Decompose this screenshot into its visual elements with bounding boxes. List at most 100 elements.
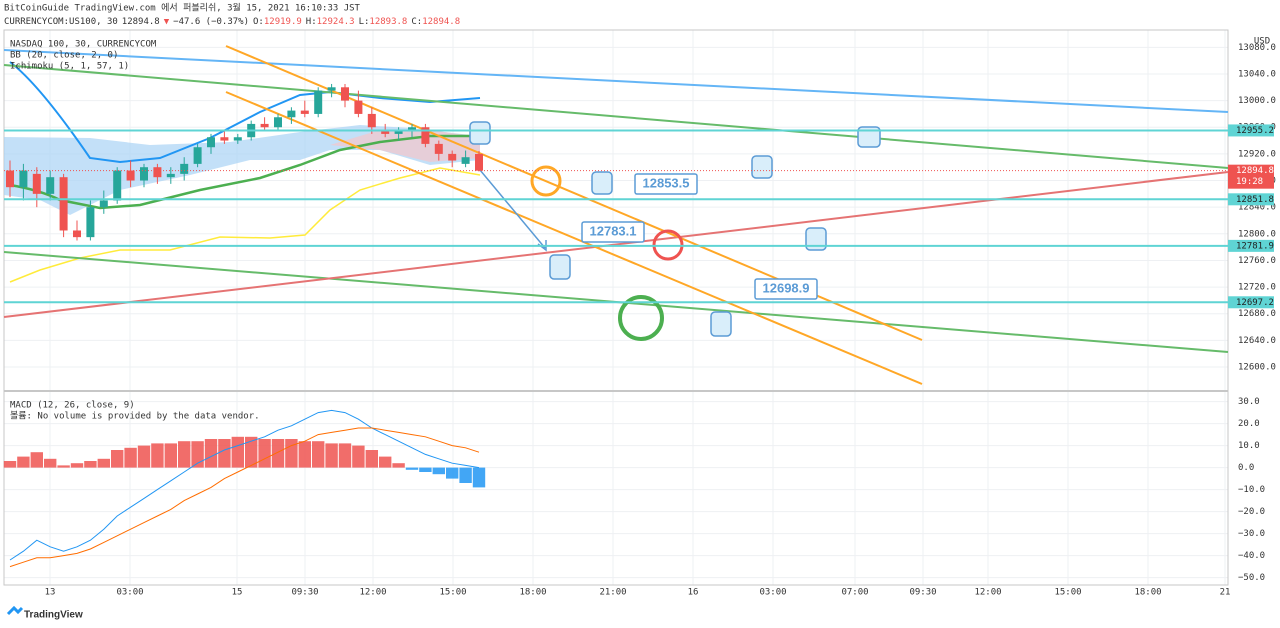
header-part: 12893.8 — [369, 17, 407, 27]
candle-body — [274, 117, 282, 128]
hand-icons — [469, 121, 881, 337]
price-label-box — [1228, 193, 1274, 206]
candle-body — [46, 177, 55, 194]
channel-line — [225, 91, 923, 385]
candle-body — [381, 130, 390, 134]
histogram-bar — [312, 441, 325, 468]
y-tick-label: 12680.0 — [1238, 309, 1276, 319]
y-tick-label: 12640.0 — [1238, 336, 1276, 346]
candle-body — [32, 173, 41, 194]
header-part: CURRENCYCOM:US100, 30 — [4, 17, 118, 27]
price-label: 12697.2 — [1236, 298, 1274, 308]
currency: USD — [1254, 37, 1270, 47]
x-tick-label: 15 — [232, 588, 243, 598]
x-tick-label: 12:00 — [359, 588, 386, 598]
header-part: O: — [253, 17, 264, 27]
price-label-box — [1228, 296, 1274, 309]
candle-body — [6, 170, 14, 188]
histogram-bar — [57, 465, 70, 468]
trendline — [3, 171, 1229, 318]
callout-label: 12698.9 — [763, 280, 810, 295]
histogram-bar — [178, 441, 191, 468]
plot: USD13080.013040.013000.012960.012920.012… — [3, 37, 1276, 598]
candle-body — [367, 113, 376, 128]
price-label-box — [1228, 239, 1274, 252]
y-tick-label: −20.0 — [1238, 507, 1265, 517]
histogram-bar — [70, 463, 84, 468]
callout-box — [634, 173, 698, 195]
histogram-bar — [405, 467, 419, 470]
histogram-bar — [151, 443, 164, 468]
histogram-bar — [191, 441, 204, 468]
candle-body — [341, 87, 349, 101]
header-part: L: — [359, 17, 370, 27]
header-part: 12919.9 — [264, 17, 302, 27]
y-tick-label: 13080.0 — [1238, 43, 1276, 53]
histogram-bar — [111, 450, 124, 468]
legend-label: 볼륨: No volume is provided by the data ve… — [10, 411, 260, 422]
countdown: 19:28 — [1236, 177, 1263, 187]
histogram-bar — [44, 458, 57, 468]
candle-body — [233, 137, 242, 141]
candle-body — [300, 110, 309, 114]
callout-label: 12783.1 — [590, 223, 637, 238]
candle-body — [126, 170, 135, 181]
legend-label: NASDAQ 100, 30, CURRENCYCOM — [10, 40, 157, 50]
candle-body — [461, 157, 470, 164]
candle-body — [99, 200, 108, 208]
histogram-bar — [271, 439, 285, 468]
x-tick-label: 16 — [688, 588, 699, 598]
x-tick-label: 15:00 — [1054, 588, 1081, 598]
x-tick-label: 21 — [1220, 588, 1231, 598]
x-tick-label: 03:00 — [116, 588, 143, 598]
y-tick-label: 10.0 — [1238, 441, 1260, 451]
y-tick-label: 12800.0 — [1238, 229, 1276, 239]
candle-body — [287, 110, 296, 118]
histogram-bar — [285, 439, 298, 468]
candle-body — [327, 87, 336, 91]
header-title: BitCoinGuide TradingView.com 에서 퍼블리쉬, 3월… — [4, 2, 361, 14]
y-tick-label: 12840.0 — [1238, 203, 1276, 213]
histogram-bar — [97, 458, 110, 468]
histogram-bar — [472, 467, 486, 488]
y-tick-label: 13040.0 — [1238, 69, 1276, 79]
trendline — [3, 49, 1229, 113]
header-part: C: — [411, 17, 422, 27]
histogram-bar — [258, 439, 271, 468]
histogram-bar — [338, 443, 352, 468]
histogram-bar — [365, 450, 378, 468]
price-label-box — [1228, 124, 1274, 137]
smiley — [618, 295, 664, 341]
price-label: 12955.2 — [1236, 126, 1274, 136]
y-tick-label: −50.0 — [1238, 573, 1265, 583]
logo — [6, 605, 24, 616]
histogram-bar — [124, 447, 137, 468]
candle-body — [448, 153, 457, 161]
y-tick-label: 0.0 — [1238, 463, 1254, 473]
legend-label: MACD (12, 26, close, 9) — [10, 401, 135, 411]
x-tick-label: 18:00 — [1134, 588, 1161, 598]
x-tick-label: 09:30 — [909, 588, 936, 598]
header-part: −47.6 (−0.37%) — [173, 17, 249, 27]
histogram-bar — [204, 439, 218, 468]
histogram-bar — [137, 445, 151, 468]
candle-body — [153, 167, 162, 178]
candle-body — [434, 143, 443, 154]
histogram-bar — [459, 467, 472, 483]
histogram-bar — [392, 463, 405, 468]
x-tick-label: 09:30 — [291, 588, 318, 598]
header-quote: CURRENCYCOM:US100, 30 12894.8 ▼ −47.6 (−0.3… — [4, 17, 460, 27]
histogram-bar — [17, 456, 30, 468]
candle-body — [354, 100, 363, 114]
price-label-box — [1228, 164, 1274, 189]
header-part: H: — [306, 17, 317, 27]
candle-body — [475, 153, 483, 171]
histogram-bar — [218, 439, 231, 468]
callout-box — [581, 221, 645, 243]
histogram-bar — [164, 443, 177, 468]
y-tick-label: −30.0 — [1238, 529, 1265, 539]
histogram-bar — [298, 441, 311, 468]
histogram-bar — [419, 467, 432, 472]
